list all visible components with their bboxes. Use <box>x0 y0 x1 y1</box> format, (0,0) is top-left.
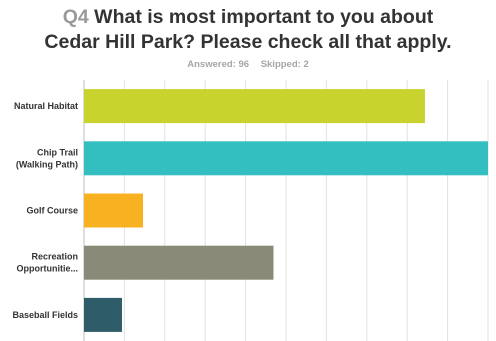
question-title: Q4 What is most important to you about C… <box>0 5 496 55</box>
question-title-line-1: Q4 What is most important to you about <box>0 5 496 30</box>
bar-group <box>84 89 488 332</box>
grid-lines <box>83 80 489 341</box>
question-text-line-2: Cedar Hill Park? Please check all that a… <box>44 31 452 53</box>
bar[interactable] <box>84 141 488 176</box>
bar[interactable] <box>84 89 425 124</box>
category-label: Recreation Opportunitie... <box>17 252 79 274</box>
bar[interactable] <box>84 193 143 228</box>
category-label: Golf Course <box>26 206 78 216</box>
category-label-line: Natural Habitat <box>14 101 78 111</box>
bar[interactable] <box>84 297 122 332</box>
bar[interactable] <box>84 245 274 280</box>
response-stats: Answered: 96 Skipped: 2 <box>0 59 496 70</box>
category-label-line: (Walking Path) <box>16 159 78 169</box>
category-label: Baseball Fields <box>12 310 78 320</box>
category-label: Natural Habitat <box>14 101 78 111</box>
category-label-line: Baseball Fields <box>12 310 78 320</box>
category-label-line: Golf Course <box>26 206 78 216</box>
skipped-count: Skipped: 2 <box>260 59 309 70</box>
category-label: Chip Trail (Walking Path) <box>16 147 78 169</box>
category-label-line: Recreation <box>31 252 78 262</box>
question-number: Q4 <box>62 6 89 28</box>
category-label-line: Opportunitie... <box>17 264 79 274</box>
answered-count: Answered: 96 <box>187 59 250 70</box>
question-text-line-1: What is most important to you about <box>94 6 434 28</box>
category-label-line: Chip Trail <box>37 147 78 157</box>
category-label-group: Natural Habitat Chip Trail (Walking Path) G… <box>12 101 78 320</box>
